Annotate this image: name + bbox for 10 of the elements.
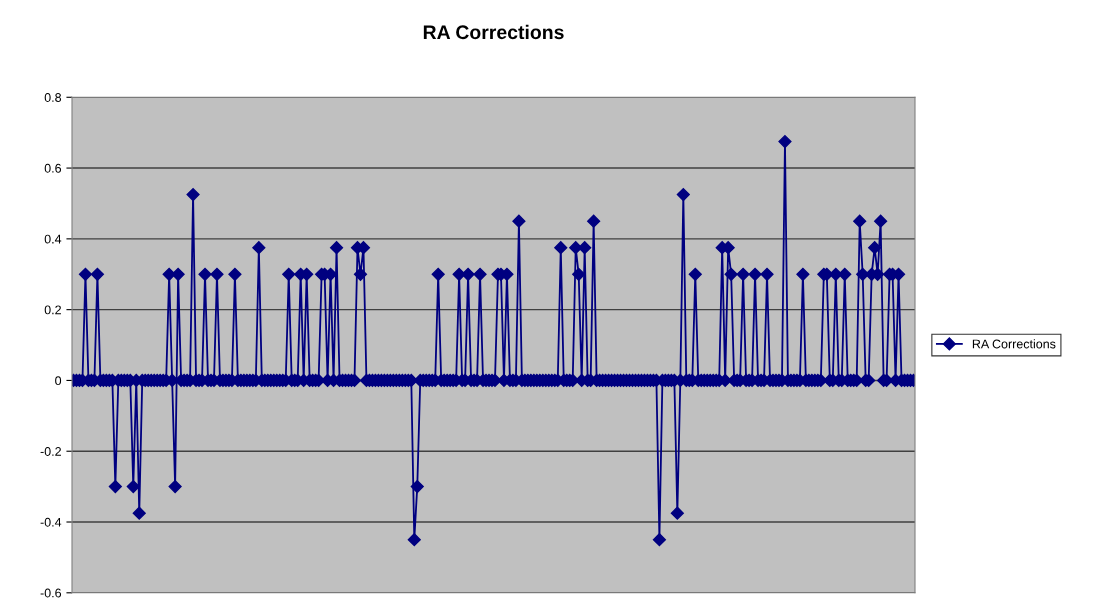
y-tick-label: -0.6 [40, 588, 62, 598]
y-tick-label: -0.4 [40, 517, 62, 527]
y-tick-label: -0.2 [40, 447, 61, 456]
y-tick-label: 0.4 [44, 234, 62, 244]
chart-title: RA Corrections [423, 24, 564, 40]
y-tick-label: 0 [55, 376, 62, 386]
legend-label: RA Corrections [972, 339, 1056, 349]
y-tick-label: 0.8 [44, 93, 62, 102]
y-tick-label: 0.2 [44, 305, 61, 315]
y-tick-label: 0.6 [44, 163, 62, 173]
